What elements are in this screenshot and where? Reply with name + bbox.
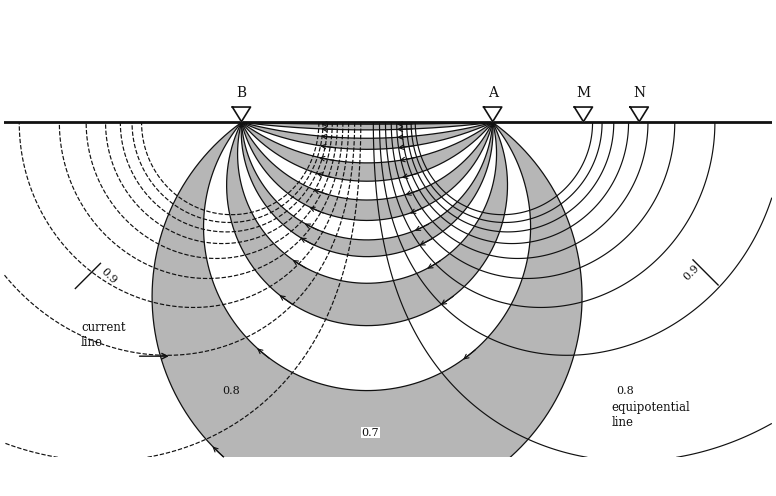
Text: 0.9: 0.9 xyxy=(99,266,118,286)
Polygon shape xyxy=(152,123,582,496)
Text: N: N xyxy=(633,86,646,100)
Text: 0.7: 0.7 xyxy=(362,428,379,438)
Text: M: M xyxy=(577,86,591,100)
Polygon shape xyxy=(483,107,502,122)
Text: 0.8: 0.8 xyxy=(616,386,634,396)
Text: B: B xyxy=(237,86,247,100)
Polygon shape xyxy=(241,123,493,149)
Polygon shape xyxy=(241,123,493,130)
Polygon shape xyxy=(241,123,493,181)
Polygon shape xyxy=(630,107,648,122)
Text: 0.9: 0.9 xyxy=(681,262,701,282)
Polygon shape xyxy=(241,123,493,256)
Text: equipotential
line: equipotential line xyxy=(611,401,690,430)
Polygon shape xyxy=(574,107,593,122)
Text: current
line: current line xyxy=(81,321,126,349)
Polygon shape xyxy=(232,107,251,122)
Polygon shape xyxy=(241,123,493,220)
Text: A: A xyxy=(487,86,497,100)
Text: 0.8: 0.8 xyxy=(222,386,240,396)
Polygon shape xyxy=(227,123,508,326)
